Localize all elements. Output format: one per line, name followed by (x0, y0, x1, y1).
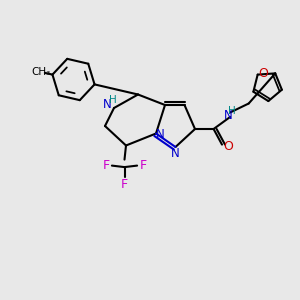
Text: N: N (103, 98, 112, 111)
Text: N: N (171, 146, 180, 160)
Text: F: F (140, 159, 147, 172)
Text: N: N (156, 128, 165, 141)
Text: F: F (102, 159, 110, 172)
Text: O: O (223, 140, 233, 153)
Text: O: O (258, 67, 268, 80)
Text: CH₃: CH₃ (32, 67, 51, 77)
Text: H: H (109, 94, 116, 105)
Text: H: H (228, 106, 236, 116)
Text: N: N (224, 109, 233, 122)
Text: F: F (121, 178, 128, 191)
